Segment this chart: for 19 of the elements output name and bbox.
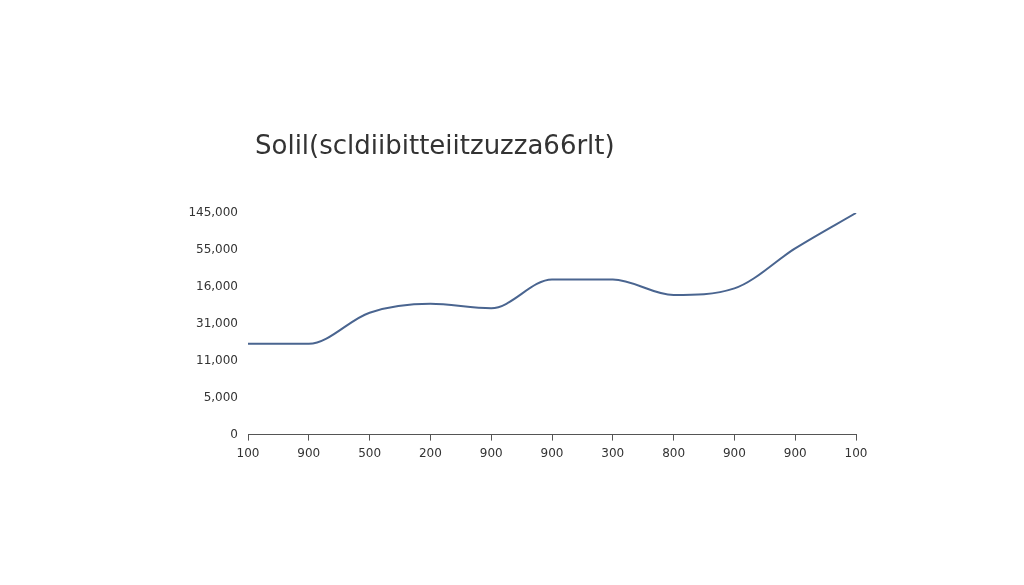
x-tick-label: 900 <box>783 445 807 460</box>
x-tick-label: 900 <box>540 445 564 460</box>
text: 11,000 <box>196 352 238 367</box>
x-tick-label: 900 <box>722 445 746 460</box>
text: 145,000 <box>188 205 238 220</box>
x-tick-label: 900 <box>479 445 503 460</box>
text: 55,000 <box>196 242 238 257</box>
x-tick-label: 900 <box>297 445 321 460</box>
x-tick-label: 300 <box>601 445 625 460</box>
text: 31,000 <box>196 315 238 330</box>
x-tick-label: 200 <box>418 445 442 460</box>
x-tick-label: 100 <box>844 445 868 460</box>
chart-title: Solil(scldiibitteiitzuzza66rlt) <box>255 130 615 160</box>
x-tick-label: 100 <box>236 445 260 460</box>
text: 16,000 <box>196 278 238 293</box>
x-tick-label: 500 <box>358 445 382 460</box>
x-tick-label: 800 <box>662 445 686 460</box>
text: 5,000 <box>203 389 238 404</box>
text: 0 <box>230 426 238 441</box>
